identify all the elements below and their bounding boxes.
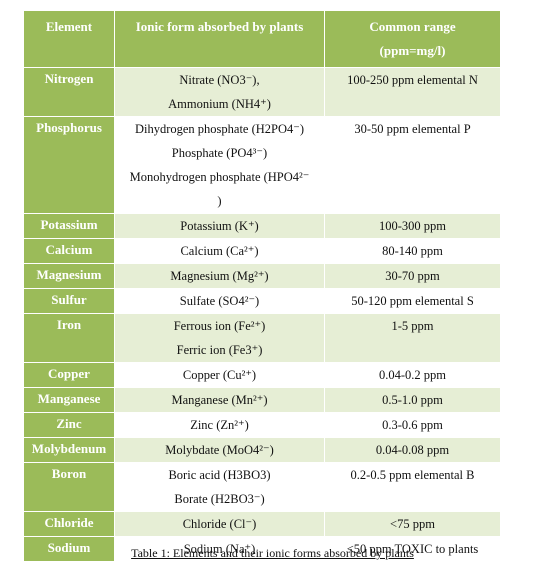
nutrient-table: Element Ionic form absorbed by plants Co…	[23, 10, 501, 562]
ionic-form-line: Potassium (K⁺)	[180, 219, 259, 233]
element-cell: Magnesium	[23, 263, 115, 289]
ionic-form-line: Calcium (Ca²⁺)	[180, 244, 259, 258]
range-cell: 100-300 ppm	[324, 213, 501, 239]
ionic-form-cell: Magnesium (Mg²⁺)	[114, 263, 325, 289]
ionic-form-cell: Molybdate (MoO4²⁻)	[114, 437, 325, 463]
range-cell: <75 ppm	[324, 511, 501, 537]
table-row: Magnesium Magnesium (Mg²⁺) 30-70 ppm	[23, 263, 501, 289]
ionic-form-cell: Ferrous ion (Fe²⁺) Ferric ion (Fe3⁺)	[114, 313, 325, 363]
element-cell: Phosphorus	[23, 116, 115, 214]
header-element: Element	[23, 10, 115, 68]
ionic-form-line: Manganese (Mn²⁺)	[171, 393, 268, 407]
table-row: Zinc Zinc (Zn²⁺) 0.3-0.6 ppm	[23, 412, 501, 438]
ionic-form-cell: Calcium (Ca²⁺)	[114, 238, 325, 264]
element-cell: Sodium	[23, 536, 115, 562]
ionic-form-line: Magnesium (Mg²⁺)	[170, 269, 269, 283]
range-cell: 80-140 ppm	[324, 238, 501, 264]
header-common-range: Common range (ppm=mg/l)	[324, 10, 501, 68]
ionic-form-cell: Manganese (Mn²⁺)	[114, 387, 325, 413]
element-cell: Calcium	[23, 238, 115, 264]
ionic-form-line: Sulfate (SO4²⁻)	[179, 294, 260, 308]
ionic-form-cell: Boric acid (H3BO3) Borate (H2BO3⁻)	[114, 462, 325, 512]
ionic-form-cell: Copper (Cu²⁺)	[114, 362, 325, 388]
range-cell: 50-120 ppm elemental S	[324, 288, 501, 314]
table-row: Nitrogen Nitrate (NO3⁻), Ammonium (NH4⁺) 10…	[23, 67, 501, 117]
element-cell: Sulfur	[23, 288, 115, 314]
ionic-form-line: Nitrate (NO3⁻),	[179, 73, 260, 87]
table-row: Copper Copper (Cu²⁺) 0.04-0.2 ppm	[23, 362, 501, 388]
table-row: Molybdenum Molybdate (MoO4²⁻) 0.04-0.08 pp…	[23, 437, 501, 463]
range-cell: 0.04-0.08 ppm	[324, 437, 501, 463]
table-caption: Table 1: Elements and their ionic forms …	[131, 546, 414, 560]
range-cell: 0.2-0.5 ppm elemental B	[324, 462, 501, 512]
element-cell: Molybdenum	[23, 437, 115, 463]
ionic-form-line: Molybdate (MoO4²⁻)	[165, 443, 274, 457]
element-cell: Copper	[23, 362, 115, 388]
ionic-form-cell: Sulfate (SO4²⁻)	[114, 288, 325, 314]
range-cell: 0.04-0.2 ppm	[324, 362, 501, 388]
table-header-row: Element Ionic form absorbed by plants Co…	[23, 10, 501, 68]
table-row: Manganese Manganese (Mn²⁺) 0.5-1.0 ppm	[23, 387, 501, 413]
element-cell: Manganese	[23, 387, 115, 413]
ionic-form-cell: Chloride (Cl⁻)	[114, 511, 325, 537]
table-row: Potassium Potassium (K⁺) 100-300 ppm	[23, 213, 501, 239]
element-cell: Nitrogen	[23, 67, 115, 117]
ionic-form-line: )	[217, 194, 222, 208]
table-body: Nitrogen Nitrate (NO3⁻), Ammonium (NH4⁺) 10…	[23, 67, 501, 562]
ionic-form-cell: Zinc (Zn²⁺)	[114, 412, 325, 438]
header-range-line2: (ppm=mg/l)	[379, 43, 446, 58]
ionic-form-line: Ferric ion (Fe3⁺)	[176, 343, 263, 357]
ionic-form-line: Zinc (Zn²⁺)	[190, 418, 249, 432]
ionic-form-cell: Nitrate (NO3⁻), Ammonium (NH4⁺)	[114, 67, 325, 117]
table-row: Sulfur Sulfate (SO4²⁻) 50-120 ppm elementa…	[23, 288, 501, 314]
range-cell: 100-250 ppm elemental N	[324, 67, 501, 117]
range-cell: 30-50 ppm elemental P	[324, 116, 501, 214]
range-cell: 0.5-1.0 ppm	[324, 387, 501, 413]
ionic-form-cell: Potassium (K⁺)	[114, 213, 325, 239]
element-cell: Zinc	[23, 412, 115, 438]
ionic-form-line: Copper (Cu²⁺)	[182, 368, 257, 382]
ionic-form-line: Boric acid (H3BO3)	[168, 468, 271, 482]
ionic-form-line: Monohydrogen phosphate (HPO4²⁻	[129, 170, 310, 184]
ionic-form-line: Ferrous ion (Fe²⁺)	[173, 319, 266, 333]
header-ionic-form: Ionic form absorbed by plants	[114, 10, 325, 68]
ionic-form-line: Sodium (Na⁺)	[183, 542, 256, 556]
table-row: Phosphorus Dihydrogen phosphate (H2PO4⁻) P…	[23, 116, 501, 214]
range-cell: <50 ppm TOXIC to plants	[324, 536, 501, 562]
table-row: Sodium Sodium (Na⁺) <50 ppm TOXIC to plant…	[23, 536, 501, 562]
table-row: Boron Boric acid (H3BO3) Borate (H2BO3⁻) 0.…	[23, 462, 501, 512]
element-cell: Boron	[23, 462, 115, 512]
ionic-form-line: Borate (H2BO3⁻)	[174, 492, 265, 506]
range-cell: 0.3-0.6 ppm	[324, 412, 501, 438]
element-cell: Chloride	[23, 511, 115, 537]
ionic-form-line: Phosphate (PO4³⁻)	[171, 146, 268, 160]
ionic-form-line: Chloride (Cl⁻)	[182, 517, 257, 531]
table-row: Iron Ferrous ion (Fe²⁺) Ferric ion (Fe3⁺) 1…	[23, 313, 501, 363]
element-cell: Iron	[23, 313, 115, 363]
ionic-form-cell: Dihydrogen phosphate (H2PO4⁻) Phosphate (…	[114, 116, 325, 214]
ionic-form-line: Dihydrogen phosphate (H2PO4⁻)	[134, 122, 305, 136]
header-range-line1: Common range	[369, 19, 456, 34]
ionic-form-line: Ammonium (NH4⁺)	[168, 97, 271, 111]
table-row: Calcium Calcium (Ca²⁺) 80-140 ppm	[23, 238, 501, 264]
table-row: Chloride Chloride (Cl⁻) <75 ppm	[23, 511, 501, 537]
range-cell: 1-5 ppm	[324, 313, 501, 363]
element-cell: Potassium	[23, 213, 115, 239]
range-cell: 30-70 ppm	[324, 263, 501, 289]
